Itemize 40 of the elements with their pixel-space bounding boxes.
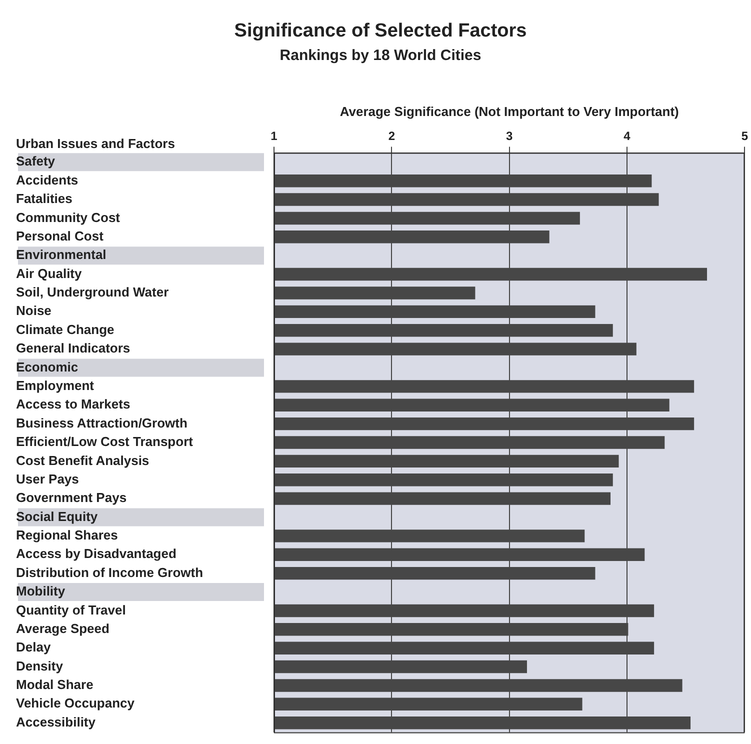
y-tick-label: Density [16,658,64,674]
y-tick-label: Business Attraction/Growth [16,415,188,430]
y-tick-label: Noise [16,303,52,318]
y-tick-label: Fatalities [16,191,72,206]
x-tick-label: 5 [741,128,748,143]
x-axis-title: Average Significance (Not Important to Very Important) [340,104,679,120]
y-tick-label: Distribution of Income Growth [16,564,204,580]
chart-title: Significance of Selected Factors [234,20,527,42]
y-tick-label: Accessibility [16,714,96,730]
y-tick-label: Mobility [16,584,66,599]
y-tick-label: Modal Share [16,677,94,692]
y-tick-label: Access by Disadvantaged [16,546,176,562]
y-tick-label: Government Pays [16,490,127,506]
y-tick-label: Average Speed [16,620,110,636]
x-tick-label: 3 [506,128,513,143]
y-tick-label: Accidents [16,172,78,188]
y-tick-label: General Indicators [16,340,130,356]
y-axis-title: Urban Issues and Factors [16,136,175,151]
y-tick-label: Safety [16,154,56,169]
y-tick-label: Vehicle Occupancy [16,696,136,711]
y-tick-label: Economic [16,359,78,374]
y-tick-label: Climate Change [16,322,114,337]
x-tick-label: 1 [270,128,278,143]
chart-subtitle: Rankings by 18 World Cities [280,46,482,64]
y-tick-label: Soil, Underground Water [16,284,169,300]
x-tick-label: 2 [388,128,396,143]
x-tick-label: 4 [624,128,631,143]
y-tick-label: User Pays [16,471,79,486]
y-tick-label: Delay [16,640,52,655]
y-tick-label: Employment [16,378,95,394]
y-tick-label: Regional Shares [16,528,118,543]
y-tick-label: Efficient/Low Cost Transport [16,434,194,450]
y-tick-label: Community Cost [16,210,121,225]
y-tick-label: Environmental [16,247,106,262]
y-tick-label: Quantity of Travel [16,602,126,618]
y-tick-label: Air Quality [16,266,83,281]
y-tick-label: Social Equity [16,508,98,524]
y-tick-label: Cost Benefit Analysis [16,452,150,468]
y-tick-label: Personal Cost [16,228,104,244]
y-tick-label: Access to Markets [16,396,130,412]
